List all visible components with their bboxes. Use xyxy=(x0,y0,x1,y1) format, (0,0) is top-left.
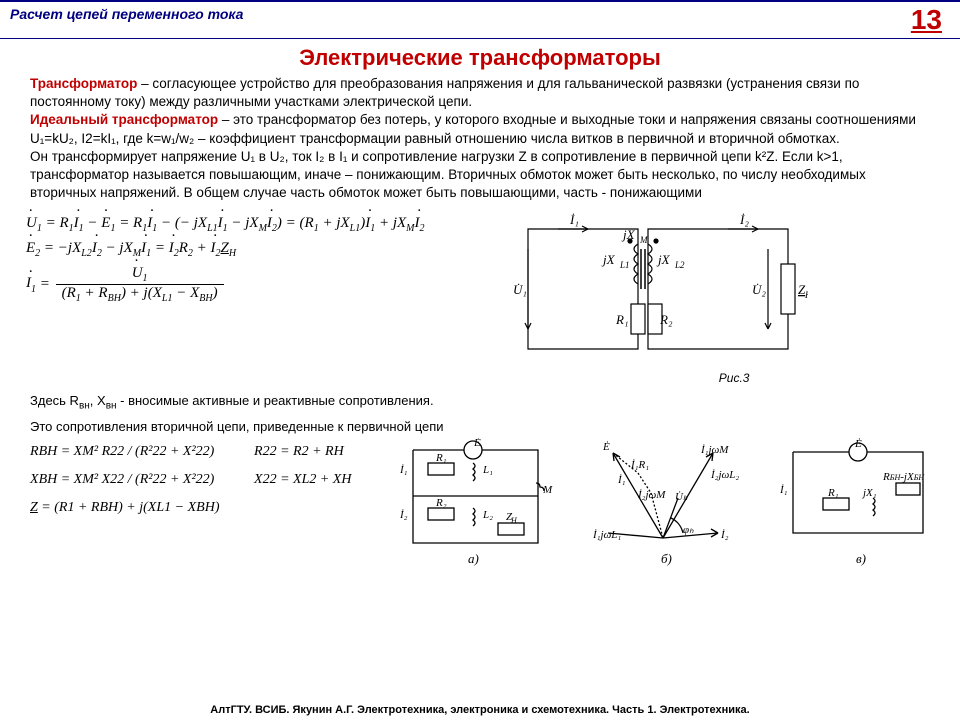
svg-text:φₕ: φₕ xyxy=(683,524,694,536)
svg-text:jX: jX xyxy=(656,252,671,267)
para-1: – согласующее устройство для преобразова… xyxy=(30,76,859,109)
svg-text:jX₁: jX₁ xyxy=(861,487,877,499)
svg-text:İ₁: İ₁ xyxy=(569,212,579,227)
svg-text:L1: L1 xyxy=(619,260,630,270)
svg-text:б): б) xyxy=(661,551,672,566)
note-2: Это сопротивления вторичной цепи, привед… xyxy=(30,419,930,434)
svg-text:R₂: R₂ xyxy=(435,497,447,509)
bottom-eqs-mid: R22 = R2 + RH X22 = XL2 + XH xyxy=(254,438,384,494)
svg-text:Ė: Ė xyxy=(854,438,862,450)
eq-3: I1 = U1 (R1 + RBH) + j(XL1 − XBH) xyxy=(26,265,500,304)
note-1: Здесь Rвн, Xвн - вносимые активные и реа… xyxy=(30,393,930,412)
para-3: Он трансформирует напряжение U₁ в U₂, то… xyxy=(30,149,866,200)
svg-text:в): в) xyxy=(856,551,866,566)
svg-text:İ₂: İ₂ xyxy=(399,509,408,521)
main-title: Электрические трансформаторы xyxy=(0,45,960,71)
svg-text:İ₂jωM: İ₂jωM xyxy=(637,489,666,501)
svg-text:İ₂: İ₂ xyxy=(720,529,729,541)
svg-text:L2: L2 xyxy=(674,260,685,270)
circuit-caption: Рис.3 xyxy=(508,371,960,385)
svg-text:İ₂: İ₂ xyxy=(739,212,749,227)
header-bar: Расчет цепей переменного тока 13 xyxy=(0,0,960,39)
term-ideal: Идеальный трансформатор xyxy=(30,112,218,127)
bottom-eqs-left: RBH = XM² R22 / (R²22 + X²22) XBH = XM² … xyxy=(30,438,240,522)
svg-text:İ₁: İ₁ xyxy=(399,464,408,476)
page-number: 13 xyxy=(911,6,942,34)
svg-text:jX: jX xyxy=(601,252,616,267)
svg-text:U̇₁: U̇₁ xyxy=(513,282,527,297)
svg-text:R₁: R₁ xyxy=(615,312,628,327)
svg-text:İ₁: İ₁ xyxy=(617,474,626,486)
svg-text:L₂: L₂ xyxy=(482,509,493,521)
svg-text:M: M xyxy=(542,484,553,496)
svg-text:Ė: Ė xyxy=(473,438,481,449)
svg-text:R₁: R₁ xyxy=(827,487,839,499)
svg-text:İ₂jωL₂: İ₂jωL₂ xyxy=(710,469,739,481)
svg-text:U̇₂: U̇₂ xyxy=(752,282,766,297)
svg-text:L₁: L₁ xyxy=(482,464,493,476)
term-transformer: Трансформатор xyxy=(30,76,137,91)
eq-2: E2 = −jXL2I2 − jXMI1 = I2R2 + I2ZH xyxy=(26,240,500,259)
svg-text:Ė: Ė xyxy=(602,441,610,453)
svg-text:R₁: R₁ xyxy=(435,452,447,464)
circuit-diagram: İ₁ U̇₁ jXL1 jXM jXL2 R₁ R₂ İ₂ U̇₂ ZH Рис… xyxy=(508,209,960,385)
bottom-diagrams: а) İ₁R₁L₁ İ₂R₂L₂ ĖM ZH xyxy=(398,438,938,568)
header-title: Расчет цепей переменного тока xyxy=(10,6,243,22)
svg-text:а): а) xyxy=(468,551,479,566)
svg-text:İ₁jωL₁: İ₁jωL₁ xyxy=(592,529,621,541)
svg-text:M: M xyxy=(639,235,648,245)
svg-text:jX: jX xyxy=(621,227,636,242)
svg-text:İ₁R₁: İ₁R₁ xyxy=(630,459,649,471)
svg-text:İ₁: İ₁ xyxy=(779,484,788,496)
body-text: Трансформатор – согласующее устройство д… xyxy=(0,75,960,203)
footer: АлтГТУ. ВСИБ. Якунин А.Г. Электротехника… xyxy=(0,704,960,716)
svg-text:U̇ₕ: U̇ₕ xyxy=(675,491,688,503)
svg-text:H: H xyxy=(804,290,808,300)
svg-text:R₂: R₂ xyxy=(659,312,673,327)
equations-block: U1 = R1I1 − E1 = R1I1 − (− jXL1I1 − jXMI… xyxy=(0,209,500,385)
svg-text:RБН-jXБН: RБН-jXБН xyxy=(882,471,925,483)
svg-text:İ₁jωM: İ₁jωM xyxy=(700,444,729,456)
